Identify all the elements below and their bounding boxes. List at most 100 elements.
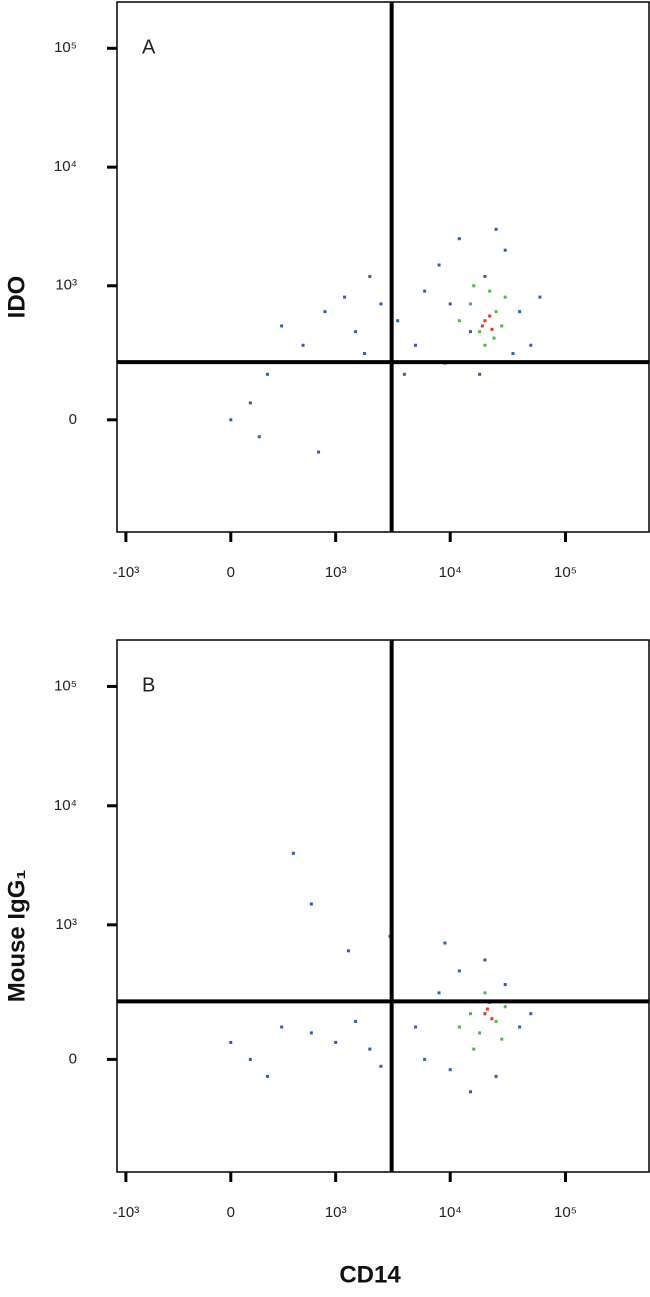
event-dot bbox=[490, 1017, 494, 1021]
event-dot bbox=[257, 435, 261, 439]
event-dot bbox=[265, 1074, 269, 1078]
event-dot bbox=[483, 343, 487, 347]
event-dot bbox=[457, 969, 461, 973]
x-tick-label: 10³ bbox=[325, 564, 347, 581]
event-dot bbox=[448, 302, 452, 306]
event-dot bbox=[529, 1012, 533, 1016]
event-dot bbox=[503, 983, 507, 987]
event-dot bbox=[478, 372, 482, 376]
event-dot bbox=[423, 289, 427, 293]
y-tick-label: 10³ bbox=[55, 916, 77, 933]
event-dot bbox=[472, 284, 476, 288]
event-dot bbox=[469, 302, 473, 306]
event-dot bbox=[363, 352, 367, 356]
plot-frame bbox=[116, 1, 650, 533]
x-tick-label: -10³ bbox=[113, 564, 140, 581]
event-dot bbox=[469, 1012, 473, 1016]
event-dot bbox=[379, 1064, 383, 1068]
panel-label: A bbox=[142, 36, 156, 58]
event-dot bbox=[309, 1031, 313, 1035]
event-dot bbox=[402, 372, 406, 376]
y-tick-label: 10⁴ bbox=[54, 158, 77, 175]
x-tick-label: 10⁴ bbox=[439, 564, 462, 581]
y-tick-label: 10³ bbox=[55, 277, 77, 294]
event-dot bbox=[483, 274, 487, 278]
event-dot bbox=[469, 330, 473, 334]
event-dot bbox=[396, 319, 400, 323]
event-dot bbox=[457, 1025, 461, 1029]
event-dot bbox=[518, 310, 522, 314]
event-dot bbox=[248, 401, 252, 405]
event-dot bbox=[538, 295, 542, 299]
event-dot bbox=[503, 1005, 507, 1009]
event-dot bbox=[309, 902, 313, 906]
event-dot bbox=[500, 324, 504, 328]
x-tick-label: 0 bbox=[227, 564, 235, 581]
x-tick-label: 10⁵ bbox=[554, 1204, 577, 1221]
event-dot bbox=[494, 1019, 498, 1023]
event-dot bbox=[317, 450, 321, 454]
event-dot bbox=[488, 289, 492, 293]
event-dot bbox=[503, 248, 507, 252]
event-dot bbox=[414, 343, 418, 347]
event-dot bbox=[472, 1047, 476, 1051]
event-dot bbox=[500, 1037, 504, 1041]
event-dot bbox=[503, 295, 507, 299]
x-axis-title: CD14 bbox=[339, 1261, 401, 1288]
event-dot bbox=[469, 1090, 473, 1094]
event-dot bbox=[494, 1074, 498, 1078]
event-dot bbox=[229, 418, 233, 422]
y-tick-label: 10⁴ bbox=[54, 797, 77, 814]
event-dot bbox=[488, 314, 492, 318]
event-dot bbox=[437, 991, 441, 995]
x-tick-label: 10⁴ bbox=[439, 1204, 462, 1221]
panel-label: B bbox=[142, 674, 155, 696]
y-tick-label: 0 bbox=[69, 1050, 77, 1067]
event-dot bbox=[248, 1057, 252, 1061]
event-dot bbox=[483, 319, 487, 323]
event-dot bbox=[483, 991, 487, 995]
event-dot bbox=[443, 941, 447, 945]
y-tick-label: 0 bbox=[69, 411, 77, 428]
y-axis-title: Mouse IgG₁ bbox=[3, 870, 30, 1003]
event-dot bbox=[457, 319, 461, 323]
event-dot bbox=[301, 343, 305, 347]
y-tick-label: 10⁵ bbox=[54, 677, 77, 694]
event-dot bbox=[423, 1057, 427, 1061]
event-dot bbox=[494, 227, 498, 231]
plot-frame bbox=[116, 639, 650, 1173]
event-dot bbox=[280, 324, 284, 328]
event-dot bbox=[529, 343, 533, 347]
event-dot bbox=[457, 237, 461, 241]
event-dot bbox=[229, 1040, 233, 1044]
event-dot bbox=[483, 958, 487, 962]
event-dot bbox=[291, 851, 295, 855]
event-dot bbox=[492, 336, 496, 340]
event-dot bbox=[485, 1007, 489, 1011]
event-dot bbox=[379, 302, 383, 306]
x-tick-label: 10⁵ bbox=[554, 564, 577, 581]
x-tick-label: -10³ bbox=[113, 1204, 140, 1221]
event-dot bbox=[478, 1031, 482, 1035]
event-dot bbox=[518, 1025, 522, 1029]
x-tick-label: 10³ bbox=[325, 1204, 347, 1221]
y-tick-label: 10⁵ bbox=[54, 39, 77, 56]
x-tick-label: 0 bbox=[227, 1204, 235, 1221]
event-dot bbox=[354, 1019, 358, 1023]
event-dot bbox=[368, 1047, 372, 1051]
event-dot bbox=[343, 295, 347, 299]
event-dot bbox=[480, 324, 484, 328]
event-dot bbox=[494, 310, 498, 314]
event-dot bbox=[280, 1025, 284, 1029]
event-dot bbox=[448, 1068, 452, 1072]
event-dot bbox=[490, 327, 494, 331]
event-dot bbox=[414, 1025, 418, 1029]
event-dot bbox=[437, 263, 441, 267]
event-dot bbox=[511, 352, 515, 356]
event-dot bbox=[265, 372, 269, 376]
y-axis-title: IDO bbox=[3, 276, 30, 319]
event-dot bbox=[346, 949, 350, 953]
event-dot bbox=[368, 274, 372, 278]
event-dot bbox=[478, 330, 482, 334]
